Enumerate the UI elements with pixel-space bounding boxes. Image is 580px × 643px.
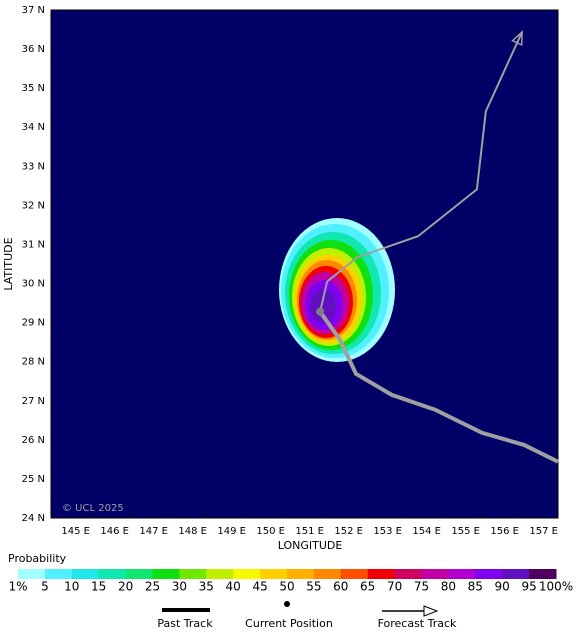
past-track [318,310,559,464]
y-tick-label: 30 N [22,279,45,290]
colorbar-title: Probability [8,552,67,565]
y-tick-label: 37 N [22,5,45,16]
legend: Past Track Current Position Forecast Tra… [157,601,457,630]
y-axis-label: LATITUDE [2,237,15,290]
colorbar-segment [125,569,153,579]
x-tick-label: 147 E [139,526,168,537]
colorbar-segment [340,569,369,579]
x-tick-label: 151 E [295,526,324,537]
x-tick-label: 150 E [256,526,285,537]
colorbar-segment [152,569,180,579]
x-tick-label: 148 E [178,526,207,537]
colorbar-tick-label: 55 [306,580,321,594]
colorbar-segment [421,569,449,579]
colorbar-segment [260,569,288,579]
legend-label: Current Position [245,617,333,630]
y-tick-label: 28 N [22,357,45,368]
colorbar-segment [44,569,73,579]
colorbar-tick-label: 25 [145,580,160,594]
credit: © UCL 2025 [62,503,124,514]
colorbar-tick-label: 20 [118,580,133,594]
colorbar-tick-label: 85 [468,580,483,594]
colorbar-tick-label: 40 [226,580,241,594]
x-axis-label: LONGITUDE [278,539,343,552]
colorbar-segment [529,569,557,579]
colorbar-tick-label: 90 [495,580,510,594]
colorbar-segment [313,569,342,579]
probability-field [279,218,395,362]
colorbar-segment [18,569,46,579]
y-tick-label: 35 N [22,83,45,94]
x-tick-label: 146 E [100,526,129,537]
colorbar-tick-label: 35 [199,580,214,594]
colorbar-segment [475,569,503,579]
colorbar-tick-label: 30 [172,580,187,594]
y-tick-label: 24 N [22,513,45,524]
x-tick-label: 153 E [373,526,402,537]
y-tick-label: 32 N [22,200,45,211]
colorbar-segment [367,569,396,579]
x-tick-label: 149 E [217,526,246,537]
x-tick-label: 154 E [412,526,441,537]
colorbar-tick-label: 45 [252,580,267,594]
y-tick-label: 26 N [22,435,45,446]
forecast-track [319,31,524,312]
x-tick-label: 145 E [61,526,90,537]
x-tick-label: 157 E [529,526,558,537]
y-tick-label: 25 N [22,474,45,485]
y-tick-label: 29 N [22,318,45,329]
colorbar-tick-label: 70 [387,580,402,594]
colorbar-tick-label: 15 [91,580,106,594]
colorbar-segment [71,569,100,579]
x-tick-label: 152 E [334,526,363,537]
current-position [316,307,325,316]
y-tick-label: 34 N [22,122,45,133]
colorbar-segment [394,569,422,579]
legend-label: Past Track [157,617,213,630]
colorbar-tick-label: 65 [360,580,375,594]
legend-label: Forecast Track [378,617,457,630]
colorbar-tick-label: 100% [539,580,573,594]
legend-current-swatch [284,601,290,607]
colorbar-tick-label: 1% [8,580,27,594]
colorbar-tick-label: 50 [279,580,294,594]
colorbar-tick-label: 60 [333,580,348,594]
colorbar-segment [448,569,476,579]
y-tick-label: 27 N [22,396,45,407]
colorbar-segment [287,569,315,579]
colorbar-segment [502,569,530,579]
colorbar-segment [206,569,234,579]
colorbar-segment [98,569,127,579]
legend-forecast-arrow [423,605,439,617]
colorbar-tick-label: 80 [441,580,456,594]
y-tick-label: 31 N [22,239,45,250]
colorbar-tick-label: 95 [521,580,536,594]
colorbar-segment [233,569,261,579]
x-tick-label: 155 E [451,526,480,537]
colorbar-tick-label: 10 [64,580,79,594]
y-tick-label: 33 N [22,161,45,172]
x-tick-label: 156 E [490,526,519,537]
colorbar-tick-label: 75 [414,580,429,594]
colorbar-tick-label: 5 [41,580,49,594]
forecast-arrowhead [511,30,523,47]
colorbar-segment [179,569,207,579]
y-tick-label: 36 N [22,44,45,55]
